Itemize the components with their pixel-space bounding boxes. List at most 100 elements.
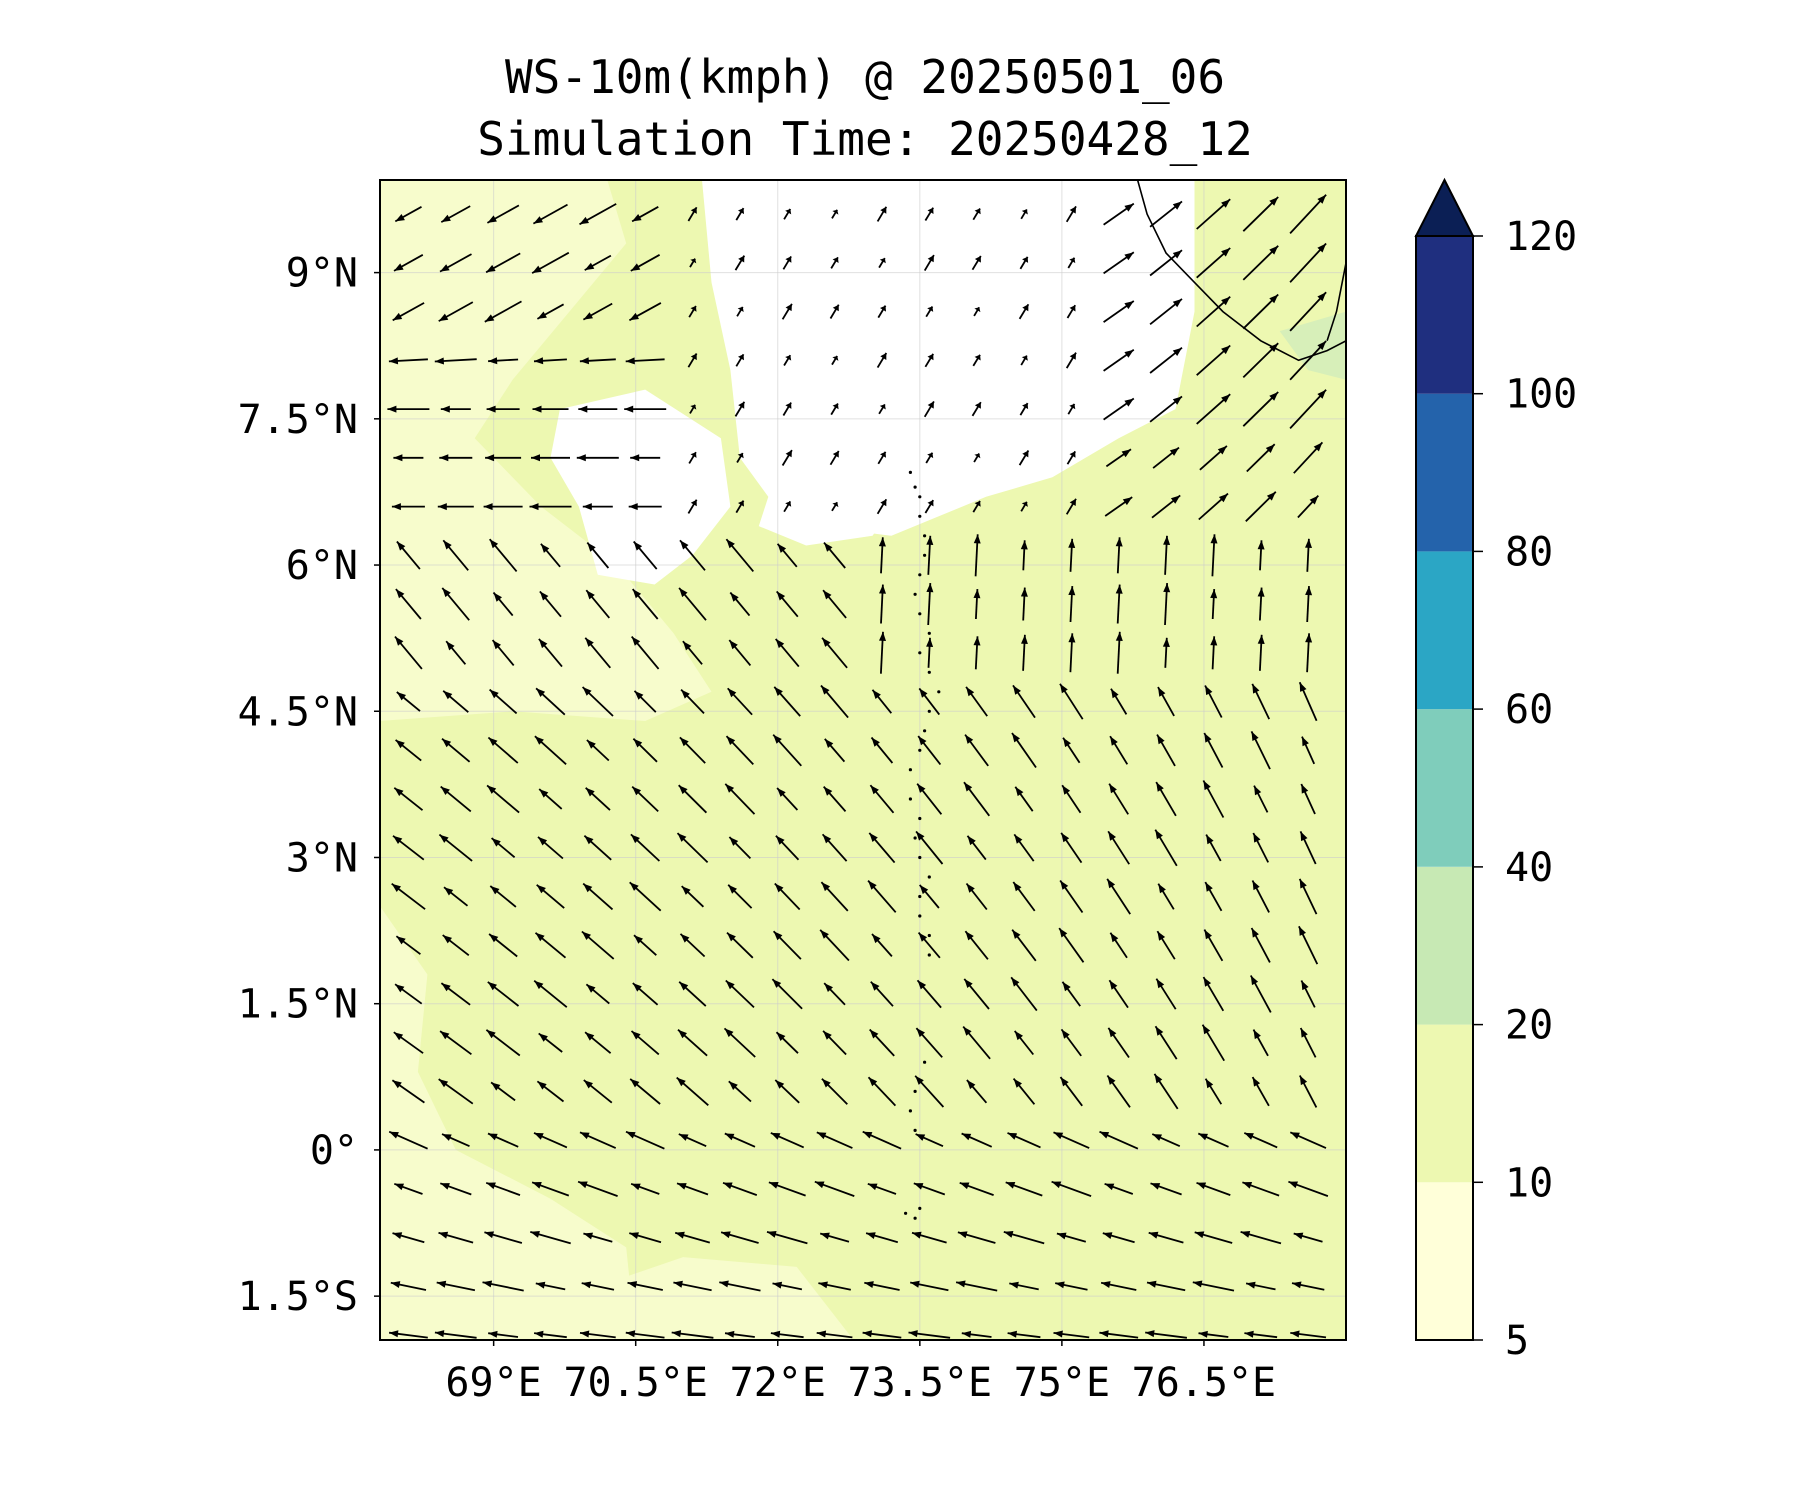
wind-vector (539, 590, 562, 618)
wind-vector (673, 1280, 712, 1292)
wind-vector-head (785, 209, 792, 215)
wind-vector (917, 932, 941, 959)
wind-vector-head (1013, 882, 1022, 892)
wind-vector (1062, 737, 1081, 764)
wind-vector (966, 835, 987, 861)
wind-vector (538, 1032, 563, 1053)
wind-vector-head (633, 541, 643, 551)
wind-vector-head (537, 311, 547, 319)
wind-vector (918, 687, 941, 716)
wind-vector (727, 884, 753, 909)
wind-vector-head (1292, 1281, 1302, 1289)
wind-vector-head (824, 542, 833, 552)
calm-wind-region (758, 448, 901, 546)
wind-vector-head (1172, 298, 1182, 308)
wind-vector (1305, 586, 1313, 623)
wind-vector (1242, 293, 1279, 330)
wind-vector (490, 1081, 516, 1102)
wind-vector (536, 884, 565, 909)
wind-vector-head (823, 786, 833, 796)
wind-vector (538, 638, 563, 668)
wind-vector (1210, 589, 1218, 620)
wind-vector (1203, 732, 1224, 768)
wind-vector (876, 498, 888, 515)
wind-vector-head (1014, 834, 1023, 844)
wind-vector (955, 1280, 998, 1292)
wind-vector-head (1244, 1132, 1254, 1140)
wind-vector-head (1252, 1077, 1261, 1087)
wind-vector (1011, 929, 1037, 962)
wind-vector-head (824, 738, 834, 748)
wind-vector-head (1055, 1281, 1065, 1289)
wind-vector-head (965, 931, 974, 941)
colorbar-frame (1415, 235, 1474, 1341)
wind-vector-head (582, 503, 592, 511)
wind-vector (688, 305, 697, 318)
wind-vector (1021, 634, 1028, 671)
wind-vector (1196, 198, 1231, 230)
wind-vector (914, 1075, 945, 1108)
wind-vector (630, 1030, 660, 1056)
wind-vector-head (585, 637, 594, 647)
colorbar-band (1416, 236, 1473, 394)
x-tick-label: 75°E (1014, 1360, 1110, 1406)
x-tick-label: 69°E (445, 1360, 541, 1406)
wind-vector (628, 503, 662, 511)
wind-vector-head (1060, 1077, 1069, 1087)
wind-vector (782, 402, 792, 416)
wind-vector-head (578, 1181, 588, 1189)
wind-vector (774, 1079, 800, 1104)
wind-vector (1253, 785, 1269, 813)
wind-vector-head (629, 312, 639, 321)
wind-vector (394, 636, 423, 670)
wind-vector (1250, 731, 1271, 770)
wind-vector (973, 589, 981, 620)
wind-vector-head (584, 835, 594, 845)
wind-vector-head (879, 584, 886, 594)
wind-vector-head (580, 1330, 590, 1338)
wind-vector (440, 205, 471, 223)
coastline (904, 180, 1346, 1220)
wind-vector (1149, 395, 1183, 423)
wind-vector-head (1269, 392, 1279, 401)
wind-vector (965, 882, 988, 911)
wind-vector-head (1290, 1132, 1300, 1140)
light-wind-patch (380, 906, 636, 1340)
wind-vector (1020, 208, 1028, 220)
wind-vector (487, 981, 520, 1007)
wind-vector-head (880, 206, 887, 214)
wind-vector (734, 401, 746, 417)
wind-vector-head (578, 405, 588, 413)
wind-vector (484, 1231, 523, 1244)
wind-vector-head (1269, 197, 1279, 206)
wind-vector-head (966, 686, 975, 697)
wind-vector (395, 739, 422, 762)
wind-vector (1299, 831, 1317, 865)
wind-vector-head (1198, 1133, 1208, 1141)
wind-vector-head (434, 1330, 445, 1338)
wind-vector (775, 638, 800, 668)
colorbar-band (1416, 709, 1473, 867)
wind-vector-head (678, 785, 688, 795)
wind-vector-head (487, 981, 497, 991)
island-dot (923, 553, 927, 557)
wind-vector-head (1251, 928, 1259, 938)
wind-vector (1099, 1130, 1139, 1150)
wind-vector-head (832, 403, 839, 410)
wind-vector (878, 257, 886, 269)
wind-vector-head (772, 979, 782, 988)
wind-vector-head (1170, 495, 1181, 504)
wind-vector (1196, 296, 1231, 328)
wind-vector-head (490, 886, 500, 895)
wind-vector-head (973, 636, 981, 646)
colorbar-band (1416, 1024, 1473, 1183)
wind-vector (1210, 636, 1218, 670)
wind-vector (862, 1330, 902, 1339)
wind-vector-head (1269, 343, 1279, 352)
wind-vector (1059, 1076, 1083, 1107)
wind-vector (1103, 251, 1135, 275)
wind-vector (1013, 1030, 1035, 1056)
wind-vector-head (927, 207, 934, 214)
wind-vector (879, 631, 886, 674)
